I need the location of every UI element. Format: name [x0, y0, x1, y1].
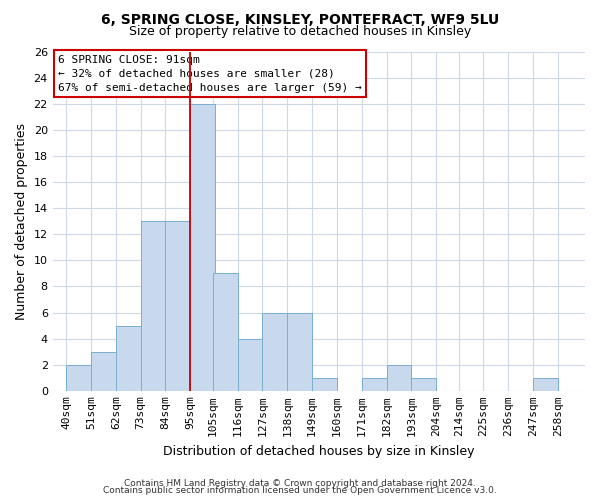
Text: 6, SPRING CLOSE, KINSLEY, PONTEFRACT, WF9 5LU: 6, SPRING CLOSE, KINSLEY, PONTEFRACT, WF…: [101, 12, 499, 26]
Bar: [213, 274, 238, 391]
Text: Size of property relative to detached houses in Kinsley: Size of property relative to detached ho…: [129, 25, 471, 38]
Text: Contains public sector information licensed under the Open Government Licence v3: Contains public sector information licen…: [103, 486, 497, 495]
Text: 6 SPRING CLOSE: 91sqm
← 32% of detached houses are smaller (28)
67% of semi-deta: 6 SPRING CLOSE: 91sqm ← 32% of detached …: [58, 55, 362, 93]
Bar: [166, 221, 190, 391]
Bar: [66, 364, 91, 391]
Bar: [386, 364, 412, 391]
Bar: [287, 312, 312, 391]
Bar: [362, 378, 386, 391]
Y-axis label: Number of detached properties: Number of detached properties: [15, 122, 28, 320]
X-axis label: Distribution of detached houses by size in Kinsley: Distribution of detached houses by size …: [163, 444, 475, 458]
Bar: [91, 352, 116, 391]
Bar: [116, 326, 140, 391]
Bar: [262, 312, 287, 391]
Text: Contains HM Land Registry data © Crown copyright and database right 2024.: Contains HM Land Registry data © Crown c…: [124, 478, 476, 488]
Bar: [533, 378, 558, 391]
Bar: [190, 104, 215, 391]
Bar: [140, 221, 166, 391]
Bar: [412, 378, 436, 391]
Bar: [312, 378, 337, 391]
Bar: [238, 338, 262, 391]
